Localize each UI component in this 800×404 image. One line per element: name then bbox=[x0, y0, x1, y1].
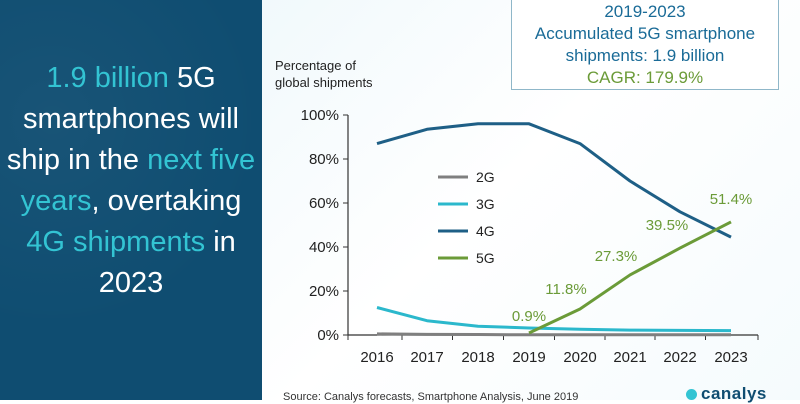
headline-panel: 1.9 billion 5G smartphones will ship in … bbox=[0, 0, 262, 400]
canalys-logo: canalys bbox=[686, 384, 767, 403]
y-tick-label: 0% bbox=[317, 327, 339, 344]
y-tick-label: 40% bbox=[309, 239, 339, 256]
y-tick-label: 100% bbox=[301, 107, 339, 124]
legend-label-2g: 2G bbox=[476, 169, 495, 185]
data-label: 11.8% bbox=[545, 281, 586, 298]
stats-title: Accumulated 5G smartphone bbox=[534, 24, 756, 43]
headline-highlight-period: next five years bbox=[20, 144, 256, 217]
y-axis-label-line-2: global shipments bbox=[275, 75, 373, 90]
stats-shipments: shipments: 1.9 billion bbox=[565, 46, 725, 65]
headline-text: 1.9 billion 5G smartphones will ship in … bbox=[0, 58, 262, 304]
headline-text-2: , overtaking bbox=[91, 185, 242, 217]
logo-text: canalys bbox=[701, 384, 767, 403]
series-line-5g bbox=[528, 220, 732, 335]
chart-legend: 2G 3G 4G 5G bbox=[438, 169, 495, 266]
y-tick-label: 20% bbox=[309, 283, 339, 300]
y-axis-label-line-1: Percentage of bbox=[275, 58, 356, 73]
x-tick-label: 2023 bbox=[714, 349, 747, 366]
x-tick-label: 2018 bbox=[461, 349, 494, 366]
y-tick-labels: 0% 20% 40% 60% 80% 100% bbox=[301, 107, 339, 344]
headline-highlight-4g: 4G shipments bbox=[26, 226, 206, 258]
x-tick-label: 2021 bbox=[613, 349, 646, 366]
logo-dot-icon bbox=[686, 389, 697, 401]
y-tick-label: 80% bbox=[309, 151, 339, 168]
y-tick-label: 60% bbox=[309, 195, 339, 212]
series-line-4g bbox=[376, 122, 732, 239]
headline-text-1: 5G smartphones will ship in the bbox=[6, 62, 239, 176]
legend-label-4g: 4G bbox=[476, 223, 495, 239]
stats-box: 2019-2023 Accumulated 5G smartphone ship… bbox=[511, 0, 779, 90]
x-tick-label: 2016 bbox=[360, 349, 393, 366]
x-tick-label: 2019 bbox=[512, 349, 545, 366]
x-tick-label: 2017 bbox=[410, 349, 443, 366]
data-labels: 0.9% 11.8% 27.3% 39.5% 51.4% bbox=[512, 191, 752, 325]
data-label: 0.9% bbox=[512, 308, 546, 325]
data-label: 39.5% bbox=[646, 217, 689, 234]
headline-highlight-volume: 1.9 billion bbox=[46, 62, 169, 94]
stats-cagr: CAGR: 179.9% bbox=[586, 68, 704, 87]
headline-text-3: in 2023 bbox=[98, 226, 236, 299]
chart-axes bbox=[343, 114, 759, 340]
series-line-3g bbox=[376, 306, 732, 333]
series-line-2g bbox=[376, 332, 731, 337]
x-tick-label: 2022 bbox=[663, 349, 696, 366]
series-lines bbox=[376, 122, 732, 337]
data-label: 27.3% bbox=[595, 248, 638, 265]
x-tick-label: 2020 bbox=[563, 349, 596, 366]
x-tick-labels: 2016 2017 2018 2019 2020 2021 2022 2023 bbox=[360, 349, 747, 366]
data-label: 51.4% bbox=[710, 191, 753, 208]
legend-label-5g: 5G bbox=[476, 250, 495, 266]
source-note: Source: Canalys forecasts, Smartphone An… bbox=[283, 391, 579, 403]
stats-period: 2019-2023 bbox=[604, 2, 686, 21]
legend-label-3g: 3G bbox=[476, 196, 495, 212]
